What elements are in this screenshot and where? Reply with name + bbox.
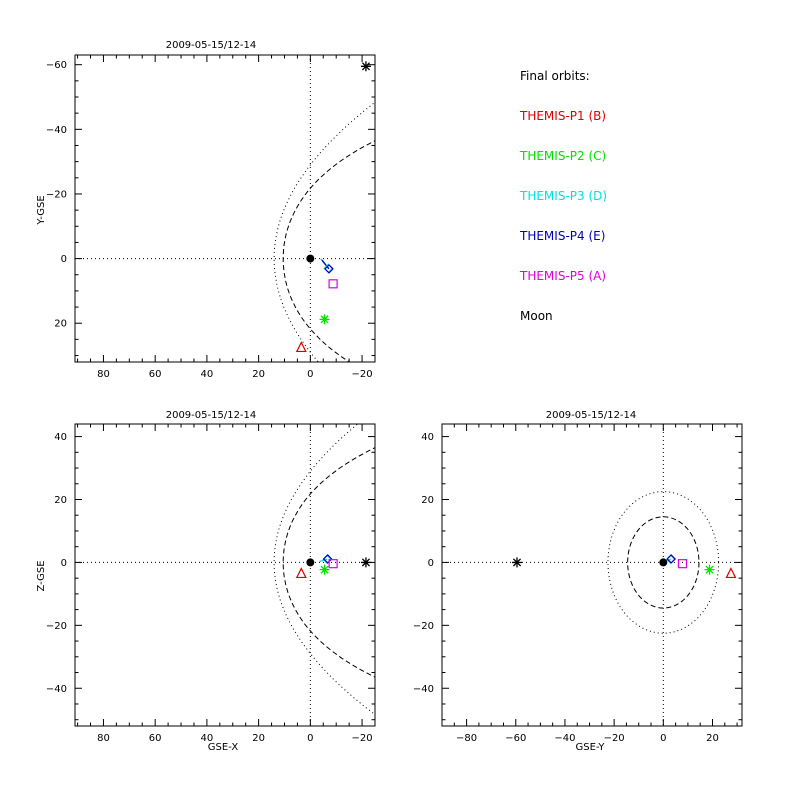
panel-xy-xtick-label: 60 bbox=[149, 369, 162, 380]
panel-xy-xtick-label: 80 bbox=[97, 369, 110, 380]
panel-xy-track bbox=[321, 259, 330, 270]
panel-xz-ylabel: Z-GSE bbox=[36, 560, 47, 591]
panel-yz-cross-section-dotted bbox=[607, 491, 720, 634]
legend-entry-p2: THEMIS-P2 (C) bbox=[519, 149, 606, 163]
panel-xy-marker-themis-p1-b bbox=[295, 341, 307, 353]
panel-xz-plot: 2009-05-15/12-14 GSE-X Z-GSE 80 60 40 20 0 −2… bbox=[36, 410, 376, 753]
panel-yz-marker-earth bbox=[659, 558, 668, 567]
panel-xy-ytick-label: 0 bbox=[61, 254, 67, 265]
panel-xz-ytick-label: 40 bbox=[54, 432, 67, 443]
legend-entry-p5: THEMIS-P5 (A) bbox=[519, 269, 606, 283]
panel-xy-axes: 80 60 40 20 0 −20 −60 −40 −20 0 20 bbox=[46, 54, 376, 380]
panel-yz-marker-themis-p5-a bbox=[677, 559, 688, 569]
panel-xy-ytick-label: 20 bbox=[54, 319, 67, 330]
panel-yz-xtick-label: −40 bbox=[554, 733, 575, 744]
panel-yz-xtick-label: 20 bbox=[706, 733, 719, 744]
panel-xy-marker-earth bbox=[306, 254, 315, 263]
panel-yz-title: 2009-05-15/12-14 bbox=[546, 410, 637, 421]
panel-xz-marker-moon bbox=[360, 557, 371, 568]
panel-xy-magnetopause bbox=[282, 140, 375, 362]
panel-xz-ytick-label: −20 bbox=[46, 621, 67, 632]
panel-yz-marker-themis-p1-b bbox=[725, 567, 737, 579]
panel-xy-ytick-label: −60 bbox=[46, 60, 67, 71]
panel-xy-ylabel: Y-GSE bbox=[36, 195, 47, 225]
legend-entry-moon: Moon bbox=[520, 309, 553, 323]
panel-xz-xtick-label: 20 bbox=[252, 733, 265, 744]
panel-yz-ytick-label: 40 bbox=[421, 432, 434, 443]
panel-xy-xtick-label: −20 bbox=[352, 369, 373, 380]
panel-xz-xtick-label: 80 bbox=[97, 733, 110, 744]
panel-xy-marker-themis-p5-a bbox=[328, 279, 338, 289]
panel-xy-marks bbox=[75, 55, 375, 362]
panel-xy-xtick-label: 0 bbox=[307, 369, 313, 380]
panel-xy-plot: 2009-05-15/12-14 Y-GSE 80 60 40 20 0 −20 −60 −4… bbox=[36, 40, 376, 380]
panel-xz-ytick-label: −40 bbox=[46, 684, 67, 695]
panel-yz-plot: 2009-05-15/12-14 GSE-Y −80 −60 −40 −20 0 20 −4… bbox=[413, 410, 743, 753]
panel-xz-xtick-label: −20 bbox=[352, 733, 373, 744]
panel-yz-xtick-label: −80 bbox=[456, 733, 477, 744]
panel-yz-frame bbox=[441, 423, 743, 727]
panel-yz-marker-moon bbox=[512, 557, 522, 568]
legend-title: Final orbits: bbox=[520, 69, 590, 83]
panel-xy-ytick-label: −20 bbox=[46, 189, 67, 200]
panel-xy-marker-themis-p2-c bbox=[319, 314, 330, 325]
panel-xy-marker-themis-p4-e bbox=[324, 264, 334, 274]
panel-xz-title: 2009-05-15/12-14 bbox=[166, 410, 257, 421]
panel-xz-frame bbox=[74, 423, 376, 727]
panel-yz-marker-themis-p2-c bbox=[704, 564, 715, 575]
panel-xz-axes: 80 60 40 20 0 −20 −40 −20 0 20 40 bbox=[46, 423, 376, 744]
panel-xz-xtick-label: 40 bbox=[201, 733, 214, 744]
legend-entry-p4: THEMIS-P4 (E) bbox=[519, 229, 605, 243]
panel-xz-xtick-label: 0 bbox=[307, 733, 313, 744]
panel-xz-track bbox=[319, 558, 328, 563]
legend: Final orbits: THEMIS-P1 (B) THEMIS-P2 (C… bbox=[519, 69, 607, 323]
panel-xz-xlabel: GSE-X bbox=[208, 742, 239, 753]
panel-xy-xtick-label: 20 bbox=[252, 369, 265, 380]
legend-entry-p3: THEMIS-P3 (D) bbox=[519, 189, 607, 203]
panel-xy-title: 2009-05-15/12-14 bbox=[166, 40, 257, 51]
panel-yz-xlabel: GSE-Y bbox=[576, 742, 606, 753]
panel-yz-marks bbox=[442, 424, 742, 726]
legend-entry-p1: THEMIS-P1 (B) bbox=[519, 109, 606, 123]
panel-xz-marker-themis-p2-c bbox=[319, 564, 330, 575]
panel-yz-xtick-label: 0 bbox=[660, 733, 666, 744]
panel-xz-ytick-label: 0 bbox=[61, 558, 67, 569]
panel-xy-marker-moon bbox=[360, 61, 371, 72]
panel-xz-marker-themis-p4-e bbox=[322, 554, 333, 564]
panel-yz-cross-section-dashed bbox=[627, 516, 700, 609]
panel-yz-ytick-label: −40 bbox=[413, 684, 434, 695]
panel-yz-ytick-label: −20 bbox=[413, 621, 434, 632]
panel-yz-axes: −80 −60 −40 −20 0 20 −40 −20 0 20 40 bbox=[413, 423, 743, 744]
panel-xz-ytick-label: 20 bbox=[54, 495, 67, 506]
panel-xy-xtick-label: 40 bbox=[201, 369, 214, 380]
panel-xy-frame bbox=[74, 54, 376, 363]
panel-yz-ytick-label: 0 bbox=[428, 558, 434, 569]
panel-xz-magnetopause bbox=[282, 447, 375, 678]
panel-xz-marker-earth bbox=[306, 558, 315, 567]
panel-yz-xtick-label: −60 bbox=[505, 733, 526, 744]
panel-xz-marker-themis-p1-b bbox=[295, 567, 307, 579]
panel-yz-ytick-label: 20 bbox=[421, 495, 434, 506]
panel-yz-marker-themis-p4-e bbox=[666, 554, 677, 564]
panel-yz-xtick-label: −20 bbox=[604, 733, 625, 744]
panel-xy-ytick-label: −40 bbox=[46, 125, 67, 136]
panel-xz-xtick-label: 60 bbox=[149, 733, 162, 744]
panel-xz-marks bbox=[75, 424, 375, 726]
panel-xz-marker-themis-p5-a bbox=[328, 559, 338, 569]
